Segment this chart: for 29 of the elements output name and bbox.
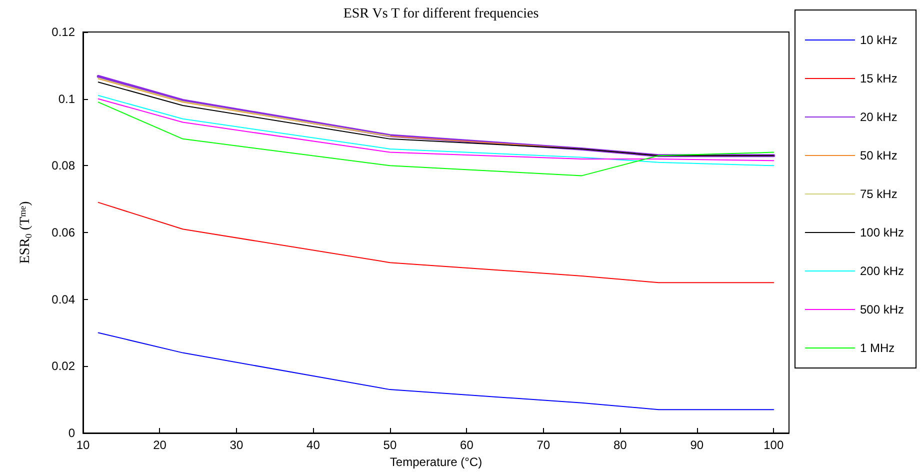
y-tick-label: 0.08	[52, 158, 76, 173]
x-tick-label: 30	[230, 438, 244, 452]
legend-label: 20 kHz	[860, 110, 898, 124]
x-tick-label: 90	[690, 438, 704, 452]
x-tick-label: 100	[764, 438, 784, 452]
y-axis-title: ESR0 (Tme)	[18, 200, 34, 264]
x-tick-label: 60	[460, 438, 474, 452]
y-tick-label: 0	[68, 426, 76, 440]
y-tick-label: 0.04	[52, 292, 76, 306]
legend-label: 10 kHz	[860, 33, 898, 47]
legend-label: 75 kHz	[860, 187, 898, 201]
x-tick-label: 40	[306, 438, 320, 452]
x-axis-title: Temperature (°C)	[390, 454, 482, 469]
x-tick-label: 80	[613, 438, 628, 452]
y-tick-label: 0.12	[52, 25, 76, 39]
legend-label: 100 kHz	[860, 226, 904, 240]
legend-label: 50 kHz	[860, 148, 898, 162]
y-tick-label: 0.1	[58, 92, 76, 106]
x-tick-label: 10	[76, 438, 90, 452]
legend-label: 200 kHz	[860, 264, 904, 278]
x-tick-label: 70	[536, 438, 550, 452]
legend-label: 15 kHz	[860, 72, 898, 86]
legend-label: 500 kHz	[860, 302, 904, 316]
y-tick-label: 0.06	[52, 226, 76, 240]
x-tick-label: 50	[383, 438, 397, 452]
chart-title: ESR Vs T for different frequencies	[343, 6, 539, 22]
legend-label: 1 MHz	[860, 341, 895, 355]
x-tick-label: 20	[153, 438, 167, 452]
y-tick-label: 0.02	[52, 359, 76, 374]
